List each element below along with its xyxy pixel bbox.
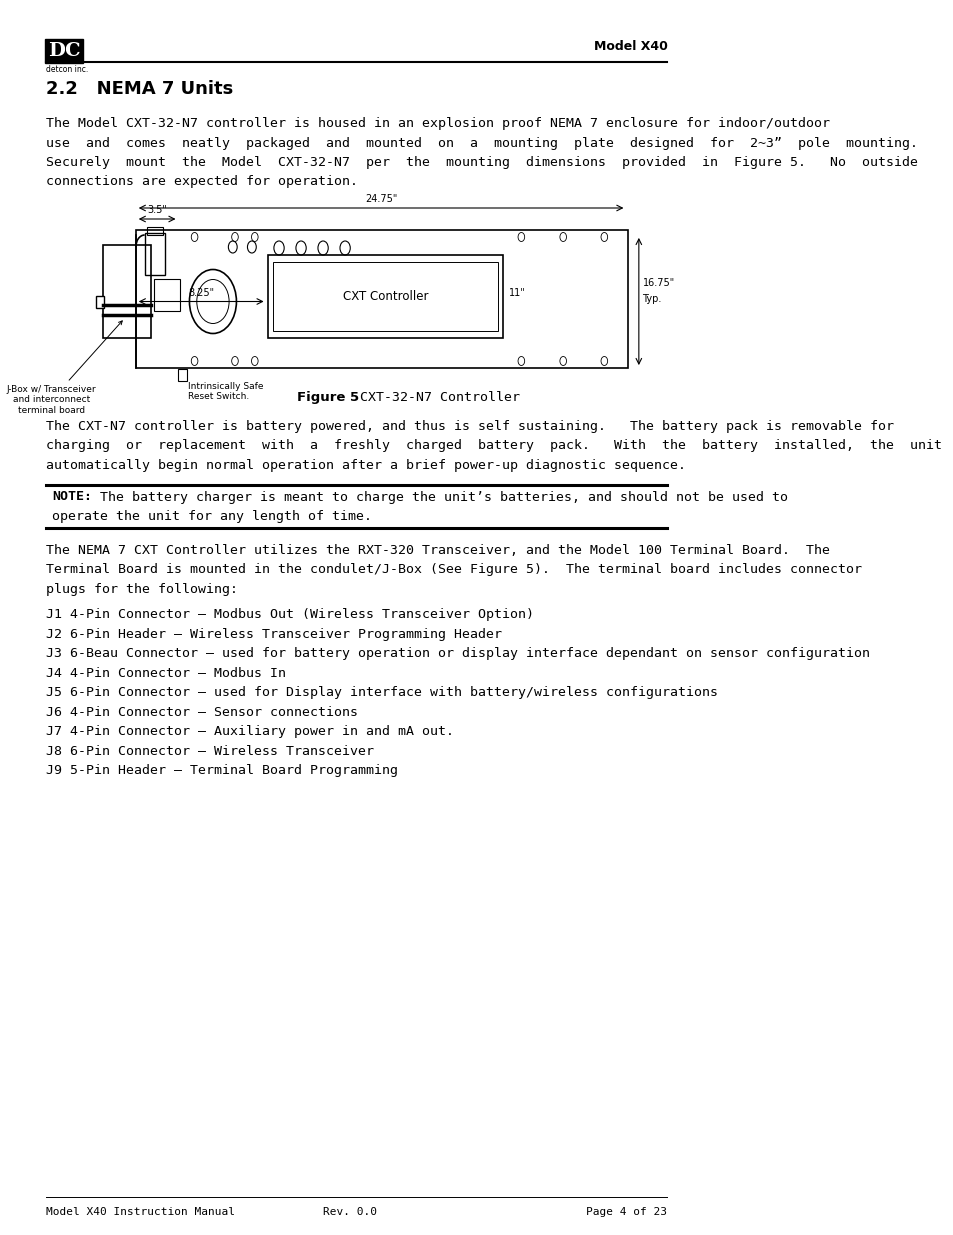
Bar (96, 295, 104, 308)
Bar (273, 262, 497, 331)
Text: The NEMA 7 CXT Controller utilizes the RXT-320 Transceiver, and the Model 100 Te: The NEMA 7 CXT Controller utilizes the R… (46, 543, 829, 557)
Text: 8.25": 8.25" (189, 288, 214, 298)
Text: Model X40 Instruction Manual: Model X40 Instruction Manual (46, 1207, 235, 1216)
Text: Terminal Board is mounted in the condulet/J-Box (See Figure 5).  The terminal bo: Terminal Board is mounted in the condule… (46, 563, 862, 576)
Text: Model X40: Model X40 (593, 40, 667, 53)
Text: connections are expected for operation.: connections are expected for operation. (46, 175, 358, 189)
Text: J7 4-Pin Connector – Auxiliary power in and mA out.: J7 4-Pin Connector – Auxiliary power in … (46, 725, 454, 739)
Text: CXT Controller: CXT Controller (342, 290, 428, 303)
Bar (268, 254, 502, 338)
Text: charging  or  replacement  with  a  freshly  charged  battery  pack.   With  the: charging or replacement with a freshly c… (46, 440, 953, 452)
Text: 2.2   NEMA 7 Units: 2.2 NEMA 7 Units (46, 80, 233, 98)
Bar (145, 233, 165, 275)
Text: detcon inc.: detcon inc. (46, 65, 89, 74)
Text: The Model CXT-32-N7 controller is housed in an explosion proof NEMA 7 enclosure : The Model CXT-32-N7 controller is housed… (46, 117, 829, 130)
Text: automatically begin normal operation after a brief power-up diagnostic sequence.: automatically begin normal operation aft… (46, 459, 685, 472)
Text: J6 4-Pin Connector – Sensor connections: J6 4-Pin Connector – Sensor connections (46, 705, 358, 719)
Text: 24.75": 24.75" (365, 194, 397, 204)
Bar (103, 245, 151, 338)
Text: DC: DC (48, 42, 80, 61)
Text: J9 5-Pin Header – Terminal Board Programming: J9 5-Pin Header – Terminal Board Program… (46, 764, 397, 777)
Text: J3 6-Beau Connector – used for battery operation or display interface dependant : J3 6-Beau Connector – used for battery o… (46, 647, 869, 659)
Text: Rev. 0.0: Rev. 0.0 (323, 1207, 376, 1216)
Text: J1 4-Pin Connector – Modbus Out (Wireless Transceiver Option): J1 4-Pin Connector – Modbus Out (Wireles… (46, 608, 534, 621)
Bar (135, 230, 627, 368)
Text: Figure 5: Figure 5 (296, 391, 359, 404)
Text: J2 6-Pin Header – Wireless Transceiver Programming Header: J2 6-Pin Header – Wireless Transceiver P… (46, 627, 501, 641)
Text: The battery charger is meant to charge the unit’s batteries, and should not be u: The battery charger is meant to charge t… (85, 490, 787, 504)
Text: Securely  mount  the  Model  CXT-32-N7  per  the  mounting  dimensions  provided: Securely mount the Model CXT-32-N7 per t… (46, 156, 918, 169)
Text: use  and  comes  neatly  packaged  and  mounted  on  a  mounting  plate  designe: use and comes neatly packaged and mounte… (46, 137, 918, 149)
Text: Page 4 of 23: Page 4 of 23 (586, 1207, 667, 1216)
Text: 11": 11" (508, 288, 525, 298)
Text: J8 6-Pin Connector – Wireless Transceiver: J8 6-Pin Connector – Wireless Transceive… (46, 745, 374, 757)
Bar (154, 279, 180, 311)
Text: Typ.: Typ. (641, 294, 661, 305)
Text: Intrinsically Safe
Reset Switch.: Intrinsically Safe Reset Switch. (188, 382, 263, 401)
Text: operate the unit for any length of time.: operate the unit for any length of time. (52, 510, 372, 522)
Text: CXT-32-N7 Controller: CXT-32-N7 Controller (352, 391, 519, 404)
Text: plugs for the following:: plugs for the following: (46, 583, 238, 595)
Text: NOTE:: NOTE: (52, 490, 92, 504)
Text: 16.75": 16.75" (641, 279, 674, 289)
Text: J4 4-Pin Connector – Modbus In: J4 4-Pin Connector – Modbus In (46, 667, 286, 679)
Text: J5 6-Pin Connector – used for Display interface with battery/wireless configurat: J5 6-Pin Connector – used for Display in… (46, 685, 718, 699)
Text: 3.5": 3.5" (147, 205, 167, 215)
Bar (147, 227, 163, 235)
Text: J-Box w/ Transceiver
and interconnect
terminal board: J-Box w/ Transceiver and interconnect te… (7, 321, 122, 415)
Bar (177, 369, 187, 382)
Text: The CXT-N7 controller is battery powered, and thus is self sustaining.   The bat: The CXT-N7 controller is battery powered… (46, 420, 893, 433)
